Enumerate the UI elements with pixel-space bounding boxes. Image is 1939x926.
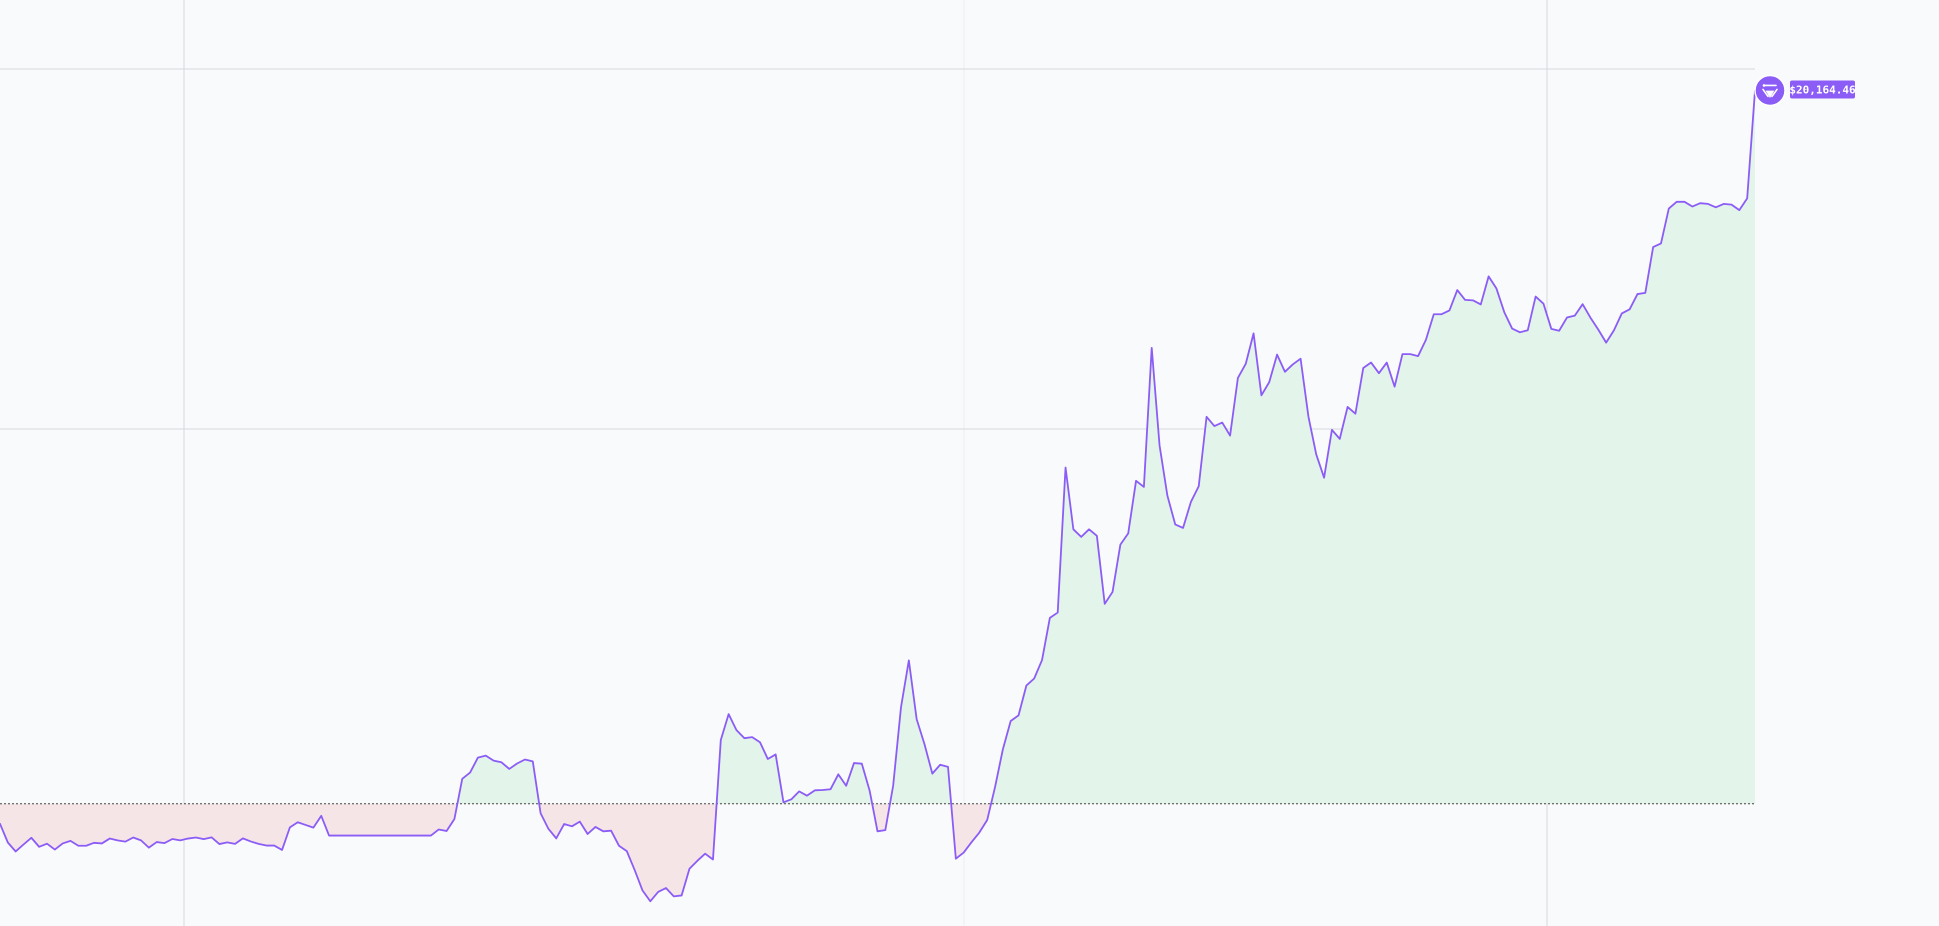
price-badge-label: $20,164.46: [1789, 83, 1856, 96]
token-logo-shape: [1762, 84, 1778, 99]
price-badge: [1790, 80, 1855, 99]
series-line-layer: [0, 89, 1756, 903]
token-logo-dot: [1762, 84, 1766, 87]
token-logo-icon[interactable]: [1754, 74, 1786, 107]
area-fill-layer: [0, 90, 1755, 902]
series-line: [0, 89, 1756, 903]
token-logo-glyph: [1762, 84, 1778, 99]
area-fill-below-baseline: [0, 803, 992, 902]
last-price-marker[interactable]: $20,164.46: [1754, 74, 1856, 107]
area-fill-above-baseline: [0, 90, 1755, 804]
